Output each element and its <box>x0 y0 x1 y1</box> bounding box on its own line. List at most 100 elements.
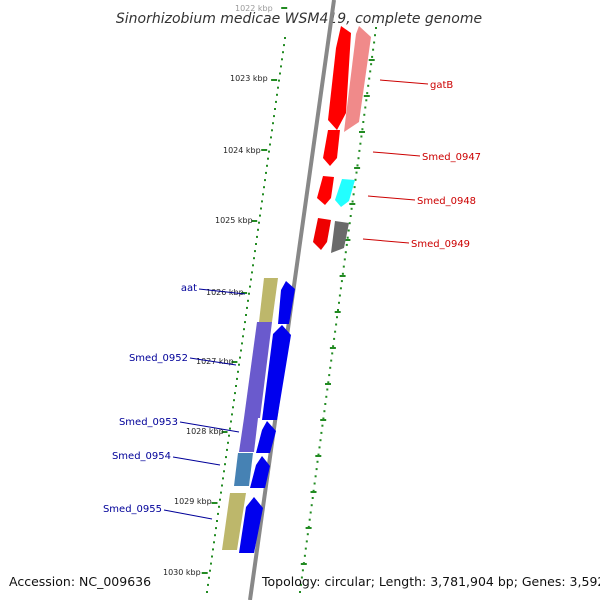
right-guide-dot <box>308 518 311 521</box>
right-guide-dot <box>320 431 323 434</box>
feature-smed-0955-gene[interactable] <box>222 493 246 550</box>
left-guide-dot <box>281 58 283 61</box>
left-guide-dot <box>244 321 246 324</box>
left-tick-marks <box>201 7 288 574</box>
feature-smed-0947[interactable] <box>323 130 340 166</box>
left-guide-dot <box>210 562 212 565</box>
right-guide-dot <box>330 359 333 362</box>
left-guide-dot <box>218 505 220 508</box>
right-guide-dot <box>363 113 366 116</box>
right-guide-dot <box>362 121 365 123</box>
feature-gatB-cds[interactable] <box>344 26 371 132</box>
right-guide-dot <box>317 453 320 456</box>
right-guide-dot <box>332 345 335 348</box>
right-guide-dot <box>370 63 373 66</box>
right-guide-dot <box>322 417 325 420</box>
left-guide-dot <box>239 356 241 359</box>
right-guide-dot <box>305 540 308 543</box>
left-guide-dot <box>231 413 233 416</box>
feature-smed-0952-cds[interactable] <box>262 325 291 420</box>
left-guide-dot <box>209 569 211 572</box>
label-smed-0953[interactable]: Smed_0953 <box>119 417 178 428</box>
right-guide-dot <box>313 482 316 485</box>
feature-smed-0953-cds[interactable] <box>256 421 276 453</box>
left-guide-dot <box>207 583 209 586</box>
right-guide-dot <box>357 157 360 160</box>
left-guide-dot <box>275 100 277 103</box>
feature-aat-cds[interactable] <box>278 281 295 324</box>
label-smed-0948[interactable]: Smed_0948 <box>417 196 476 207</box>
left-guide-dot <box>220 491 222 494</box>
feature-smed-0954-gene[interactable] <box>234 453 253 486</box>
feature-smed-0955-cds[interactable] <box>239 497 263 553</box>
right-guide-dot <box>351 200 354 203</box>
left-guide-dot <box>214 534 216 537</box>
left-guide-dot <box>223 470 225 473</box>
label-smed-0955[interactable]: Smed_0955 <box>103 504 162 515</box>
left-guide-dot <box>272 122 274 125</box>
right-guide-dot <box>331 352 334 355</box>
feature-aat-gene[interactable] <box>259 278 278 322</box>
feature-smed-0952-gene[interactable] <box>244 322 272 418</box>
right-guide-dot <box>345 243 348 246</box>
label-smed-0949[interactable]: Smed_0949 <box>411 239 470 250</box>
right-guide-dot <box>364 106 367 109</box>
accession-text: Accession: NC_009636 <box>9 574 151 589</box>
left-guide-dot <box>215 527 217 530</box>
left-guide-dot <box>267 157 269 160</box>
feature-smed-0948-gene[interactable] <box>317 176 334 205</box>
left-guide-dot <box>277 86 279 89</box>
right-guide-dot <box>371 55 374 58</box>
right-guide-dot <box>310 504 313 507</box>
right-guide-dot <box>300 583 302 586</box>
right-guide-dot <box>355 171 358 174</box>
right-guide-dot <box>316 460 319 463</box>
right-strand-features <box>313 26 371 253</box>
right-guide-dot <box>319 439 322 442</box>
left-guide-dot <box>269 143 271 146</box>
right-guide-dot <box>315 468 318 471</box>
genome-title: Sinorhizobium medicae WSM419, complete g… <box>116 11 482 27</box>
feature-gatB-gene[interactable] <box>328 26 351 130</box>
label-gatB[interactable]: gatB <box>430 80 453 91</box>
feature-smed-0948-cds[interactable] <box>335 179 355 207</box>
right-guide-dot <box>346 236 349 239</box>
right-guide-dot <box>369 70 372 73</box>
right-guide-dot <box>361 128 364 131</box>
left-guide-dot <box>262 193 264 196</box>
tick-label-1022: 1022 kbp <box>235 4 273 13</box>
label-smed-0954[interactable]: Smed_0954 <box>112 451 171 462</box>
left-guide-dot <box>237 370 239 373</box>
left-guide-dot <box>261 200 263 203</box>
left-guide-dot <box>263 186 265 189</box>
tick-label-1028: 1028 kbp <box>186 427 224 436</box>
right-guide-dot <box>321 424 324 427</box>
left-guide-dot <box>219 498 221 501</box>
feature-smed-0954-cds[interactable] <box>250 456 270 488</box>
right-tick-marks <box>300 59 375 565</box>
feature-smed-0953-gene[interactable] <box>239 418 258 452</box>
label-smed-0952[interactable]: Smed_0952 <box>129 353 188 364</box>
right-guide-dot <box>339 287 342 290</box>
left-guide-dot <box>265 171 267 174</box>
right-guide-dot <box>303 554 306 557</box>
right-guide-dot <box>368 77 371 80</box>
tick-label-1025: 1025 kbp <box>215 216 253 225</box>
label-aat[interactable]: aat <box>181 283 197 294</box>
left-guide-dot <box>208 576 210 579</box>
feature-smed-0949-cds[interactable] <box>331 221 349 253</box>
right-guide-dot <box>304 547 307 550</box>
label-smed-0947[interactable]: Smed_0947 <box>422 152 481 163</box>
feature-smed-0949-gene[interactable] <box>313 218 331 250</box>
left-guide-dot <box>242 335 244 338</box>
tick-label-1023: 1023 kbp <box>230 74 268 83</box>
right-guide-dot <box>349 215 352 217</box>
right-guide-dot <box>354 178 357 181</box>
left-guide-dot <box>221 484 223 487</box>
left-guide-dot <box>250 278 252 281</box>
right-guide-dot <box>338 301 340 304</box>
left-guide-dot <box>234 392 236 395</box>
leader-smed-0949 <box>362 238 410 244</box>
leader-gatB <box>379 79 429 85</box>
